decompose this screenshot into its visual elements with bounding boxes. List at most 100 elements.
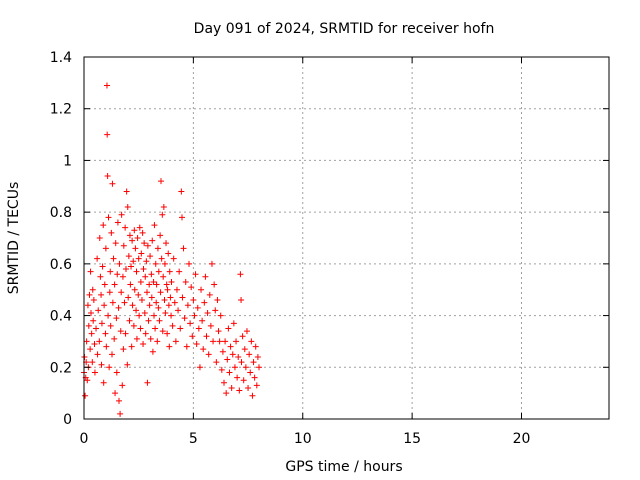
data-point [152,260,159,267]
data-point [124,203,131,210]
data-point [160,203,167,210]
data-point [201,299,208,306]
data-point [165,302,172,309]
data-point [138,250,145,257]
data-point [103,343,110,350]
data-point [134,235,141,241]
y-tick-label: 0.4 [50,309,72,325]
data-point [161,297,168,304]
data-point [100,379,107,386]
data-point [109,351,115,358]
data-point [238,359,245,366]
data-point [133,307,140,314]
data-point [91,341,98,348]
data-point [217,312,224,319]
data-point [115,304,122,311]
data-point [125,253,132,260]
data-point [108,229,115,236]
data-point [89,286,96,293]
data-point [117,410,124,417]
data-point [90,317,97,324]
data-point [235,353,242,360]
data-point [218,366,225,373]
data-point [144,242,151,249]
data-point [221,379,227,386]
data-point [151,312,157,319]
data-point [147,335,154,342]
data-point [103,82,110,89]
data-point [251,374,258,381]
data-point [147,253,154,260]
data-point [192,271,199,278]
data-point [204,309,211,316]
data-point [183,343,190,350]
data-point [163,240,170,247]
data-point [246,351,253,358]
data-point [110,255,117,262]
data-point [186,260,192,267]
data-point [87,268,94,275]
data-point [126,232,133,239]
data-point [144,289,150,296]
data-point [230,320,237,327]
data-point [140,266,147,273]
data-point [141,309,148,316]
data-point [231,364,238,371]
data-point [154,338,161,345]
data-point [98,361,105,368]
data-point [107,322,114,329]
data-point [228,384,235,391]
data-point [149,348,156,355]
data-point [101,281,108,288]
data-point [82,392,89,399]
data-point [146,281,153,288]
data-point [97,273,104,280]
data-point [155,304,162,311]
data-point [168,312,175,319]
data-point [176,268,183,275]
data-point [256,364,262,371]
data-point [106,364,113,371]
data-point [182,278,189,285]
data-point [137,278,144,285]
data-point [248,338,255,345]
data-point [85,322,92,329]
data-point [213,359,220,366]
data-point [223,390,230,397]
data-point [109,299,116,306]
data-point [112,240,119,247]
y-tick-label: 1.2 [50,102,72,118]
tick-labels-layer: 0 5 10 15 20 0 0.2 0.4 0.6 0.8 1 1.2 1.4 [50,50,531,447]
data-point [119,273,126,280]
data-point [219,348,226,355]
data-point [159,328,166,335]
data-point [153,281,160,288]
data-point [126,317,133,324]
data-point [123,266,129,273]
data-point [158,255,165,262]
y-tick-label: 0.2 [50,360,72,376]
data-point [100,222,107,229]
data-point [243,328,250,335]
data-point [88,309,94,316]
data-point [153,299,160,306]
data-point [210,338,217,345]
data-point [130,258,137,265]
data-point [206,291,213,298]
x-tick-label: 0 [80,431,89,447]
data-point [179,294,186,301]
y-tick-label: 1 [63,153,72,169]
data-point [129,237,136,244]
data-point [156,317,163,324]
data-point [164,330,171,337]
data-point [203,333,210,340]
data-point [118,211,125,218]
data-point [94,255,101,262]
data-point [136,224,143,231]
data-point [162,309,169,316]
data-point [105,312,112,319]
data-point [148,271,155,278]
x-axis-label: GPS time / hours [285,459,402,475]
data-point [170,255,177,262]
